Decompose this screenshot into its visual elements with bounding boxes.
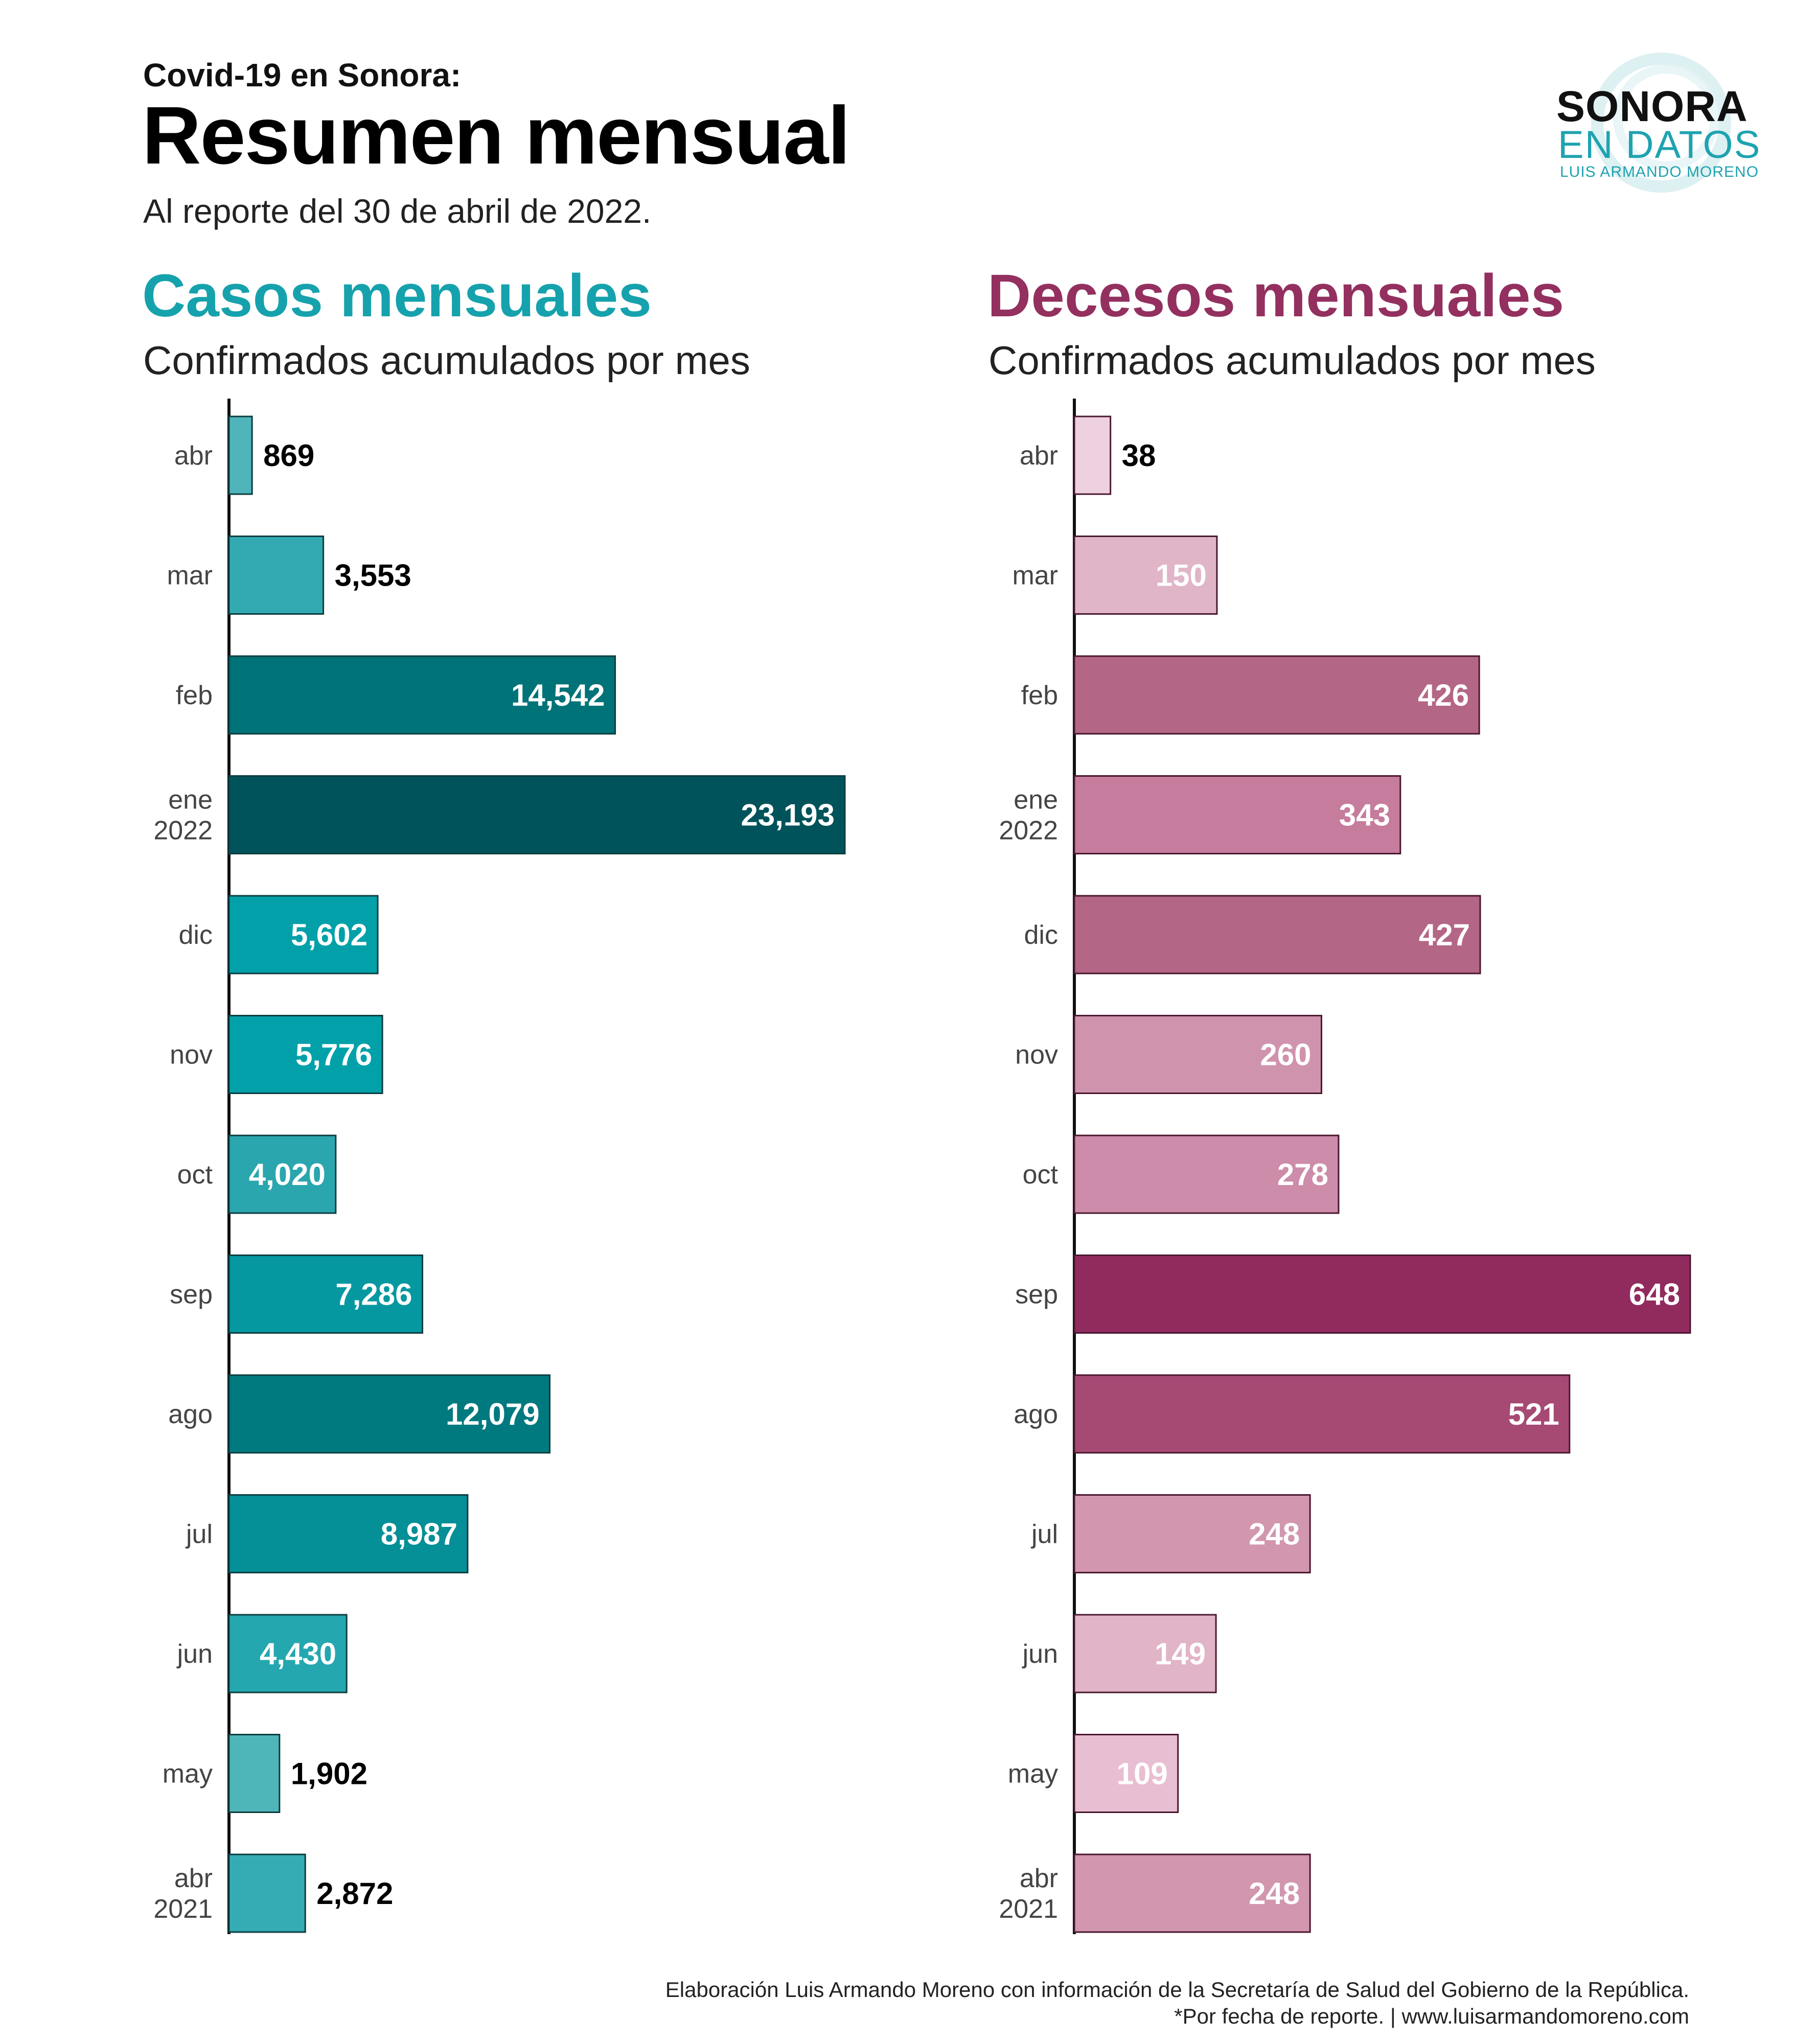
- decesos-value-label: 278: [1277, 1157, 1328, 1192]
- casos-category-label: jul: [185, 1520, 213, 1549]
- casos-bar: [228, 1734, 281, 1813]
- report-date-subtitle: Al reporte del 30 de abril de 2022.: [143, 192, 652, 230]
- decesos-bar: [1073, 1614, 1217, 1693]
- casos-bar: [228, 895, 379, 974]
- decesos-value-label: 248: [1249, 1876, 1300, 1911]
- decesos-category-label: mar: [1012, 561, 1058, 591]
- casos-value-label: 1,902: [291, 1757, 367, 1791]
- casos-category-label: dic: [179, 920, 213, 950]
- decesos-bar: [1073, 536, 1218, 615]
- decesos-value-label: 427: [1419, 918, 1470, 952]
- casos-bar: [228, 655, 616, 735]
- casos-category-label: abr: [174, 1864, 213, 1893]
- casos-value-label: 2,872: [316, 1876, 393, 1911]
- casos-bar: [228, 536, 325, 615]
- casos-category-label: nov: [170, 1040, 213, 1070]
- decesos-value-label: 150: [1156, 559, 1207, 593]
- casos-category-label: feb: [176, 681, 213, 710]
- decesos-category-label: abr: [1020, 1864, 1058, 1893]
- decesos-value-label: 426: [1418, 678, 1469, 712]
- decesos-category-label: ago: [1014, 1400, 1058, 1429]
- decesos-value-label: 521: [1508, 1397, 1559, 1431]
- decesos-bar: [1073, 1734, 1179, 1813]
- casos-category-label: ene: [168, 785, 213, 815]
- decesos-chart-subtitle: Confirmados acumulados por mes: [988, 338, 1596, 383]
- page-title: Resumen mensual: [142, 89, 850, 181]
- casos-category-label: mar: [167, 561, 213, 591]
- decesos-value-label: 109: [1117, 1757, 1168, 1791]
- casos-value-label: 12,079: [446, 1397, 540, 1431]
- decesos-chart-title: Decesos mensuales: [987, 262, 1565, 330]
- decesos-value-label: 648: [1629, 1278, 1680, 1312]
- decesos-value-label: 149: [1155, 1637, 1206, 1671]
- decesos-bar: [1073, 1134, 1340, 1214]
- decesos-value-label: 248: [1249, 1517, 1300, 1551]
- decesos-category-label: dic: [1024, 920, 1058, 950]
- decesos-category-label: abr: [1020, 441, 1058, 471]
- casos-bar: [228, 1134, 337, 1214]
- decesos-category-label: may: [1008, 1759, 1058, 1789]
- decesos-category-label: sep: [1015, 1280, 1058, 1310]
- casos-value-label: 23,193: [741, 798, 835, 832]
- decesos-category-label: feb: [1021, 681, 1058, 710]
- decesos-bar: [1073, 1015, 1322, 1094]
- footer-source: Elaboración Luis Armando Moreno con info…: [665, 1978, 1689, 2002]
- decesos-bar: [1073, 1374, 1571, 1454]
- decesos-category-label: oct: [1023, 1160, 1059, 1190]
- decesos-bar: [1073, 895, 1481, 974]
- decesos-category-label: 2022: [999, 816, 1058, 846]
- casos-value-label: 4,020: [249, 1157, 326, 1192]
- logo-ring-icon: [1591, 53, 1731, 193]
- casos-value-label: 869: [263, 438, 314, 473]
- casos-value-label: 8,987: [381, 1517, 457, 1551]
- decesos-bar: [1073, 415, 1112, 495]
- decesos-value-label: 38: [1122, 438, 1156, 473]
- logo-line-1: SONORA: [1556, 82, 1748, 130]
- casos-value-label: 5,776: [295, 1038, 372, 1072]
- decesos-value-label: 343: [1339, 798, 1390, 832]
- decesos-value-label: 260: [1260, 1038, 1311, 1072]
- casos-bar: [228, 775, 846, 854]
- supertitle: Covid-19 en Sonora:: [143, 57, 462, 94]
- casos-bar: [228, 1015, 383, 1094]
- casos-category-label: 2021: [153, 1894, 213, 1924]
- decesos-category-label: jul: [1030, 1520, 1058, 1549]
- casos-category-label: sep: [170, 1280, 213, 1310]
- casos-value-label: 4,430: [260, 1637, 336, 1671]
- decesos-bar: [1073, 1255, 1691, 1334]
- decesos-bar: [1073, 1494, 1311, 1573]
- logo-line-3: LUIS ARMANDO MORENO: [1560, 164, 1759, 180]
- casos-category-label: jun: [176, 1639, 213, 1669]
- decesos-bar: [1073, 775, 1401, 854]
- casos-bar: [228, 1374, 551, 1454]
- casos-value-label: 14,542: [511, 678, 605, 712]
- casos-bar: [228, 1614, 348, 1693]
- decesos-category-label: 2021: [999, 1894, 1058, 1924]
- casos-category-label: abr: [174, 441, 213, 471]
- footer-note: *Por fecha de reporte. | www.luisarmando…: [1174, 2004, 1689, 2028]
- casos-category-label: 2022: [153, 816, 213, 846]
- casos-bar: [228, 1494, 469, 1573]
- casos-value-label: 7,286: [335, 1278, 412, 1312]
- casos-bar: [228, 1255, 424, 1334]
- casos-bar: [228, 1853, 306, 1933]
- casos-value-label: 5,602: [291, 918, 367, 952]
- casos-category-label: may: [163, 1759, 213, 1789]
- decesos-category-label: ene: [1014, 785, 1058, 815]
- sonora-en-datos-logo: SONORA EN DATOS LUIS ARMANDO MORENO: [1549, 46, 1763, 199]
- casos-value-label: 3,553: [335, 559, 411, 593]
- logo-line-2: EN DATOS: [1558, 123, 1761, 167]
- casos-bar: [228, 415, 253, 495]
- decesos-category-label: nov: [1015, 1040, 1058, 1070]
- casos-chart-subtitle: Confirmados acumulados por mes: [143, 338, 750, 383]
- casos-category-label: oct: [177, 1160, 213, 1190]
- decesos-category-label: jun: [1022, 1639, 1058, 1669]
- decesos-bar: [1073, 655, 1480, 735]
- casos-category-label: ago: [168, 1400, 213, 1429]
- casos-chart-title: Casos mensuales: [142, 262, 652, 330]
- decesos-bar: [1073, 1853, 1311, 1933]
